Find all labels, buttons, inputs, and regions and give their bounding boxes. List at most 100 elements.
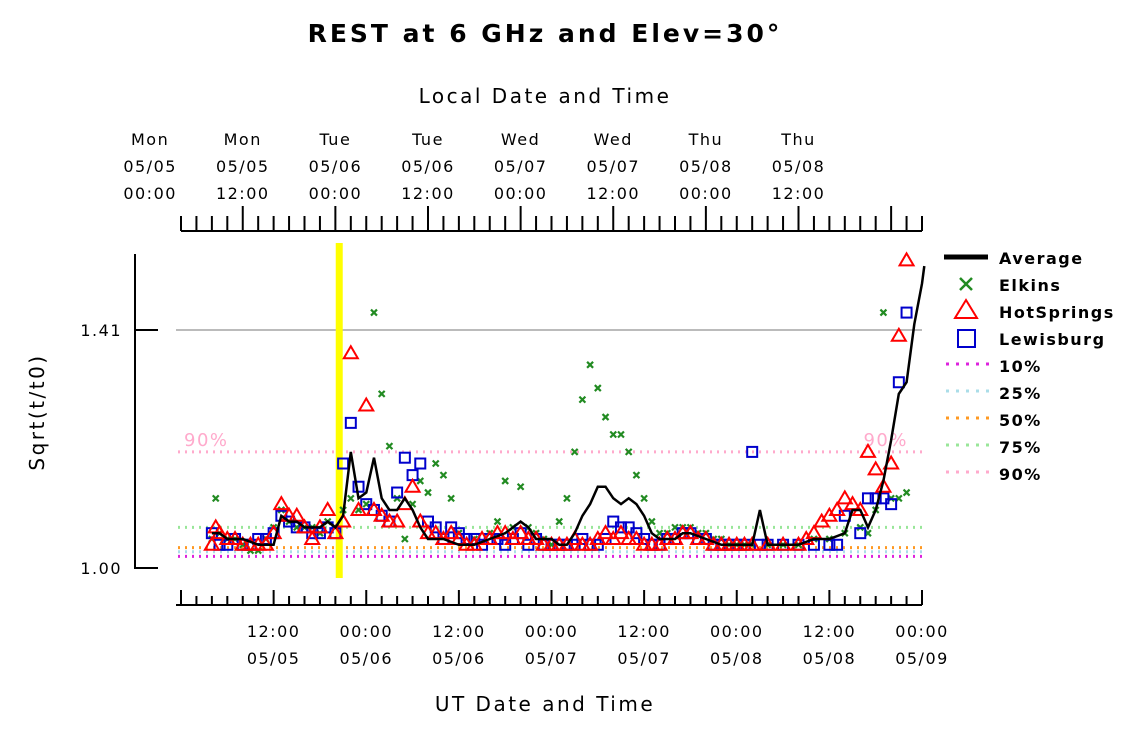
hotsprings-point	[203, 535, 221, 551]
legend-label: Lewisburg	[999, 330, 1106, 349]
y-tick-label: 1.00	[80, 559, 122, 578]
hotsprings-point	[828, 500, 846, 516]
bottom-tick-label: 00:00	[525, 622, 579, 641]
legend-item: 90%	[946, 465, 1040, 484]
elkins-point	[578, 395, 587, 404]
top-tick-label: Thu	[780, 130, 816, 149]
lewisburg-point	[869, 492, 882, 505]
lewisburg-point	[746, 445, 759, 458]
percentile-label: 90%	[863, 430, 908, 451]
legend: Average Elkins HotSprings Lewisburg 10% 25% 50…	[944, 249, 1115, 484]
elkins-point	[632, 471, 641, 479]
lewisburg-point	[614, 521, 627, 534]
hotsprings-point	[511, 524, 530, 540]
legend-label: Elkins	[999, 276, 1061, 295]
elkins-point	[601, 413, 610, 421]
percentile-lines: 90% 90%	[176, 243, 922, 578]
legend-item: Elkins	[959, 276, 1061, 295]
lewisburg-point	[391, 486, 404, 499]
elkins-point	[624, 448, 633, 456]
lewisburg-point	[892, 376, 905, 389]
elkins-point	[431, 459, 440, 468]
legend-label: 25%	[999, 384, 1042, 403]
legend-item: 10%	[946, 357, 1040, 376]
bottom-tick-label: 12:00	[803, 622, 857, 641]
bottom-tick-label: 12:00	[432, 622, 486, 641]
y-tick-label: 1.41	[80, 321, 122, 340]
hotsprings-point	[442, 524, 460, 540]
elkins-point	[555, 517, 563, 526]
hotsprings-point	[318, 500, 337, 516]
legend-item: Average	[944, 249, 1084, 268]
series-hotsprings	[203, 251, 916, 551]
elkins-point	[370, 308, 378, 317]
bottom-tick-label: 05/06	[339, 649, 393, 668]
hotsprings-point	[372, 506, 391, 522]
top-tick-label: Tue	[318, 130, 351, 149]
elkins-point	[447, 494, 455, 503]
bottom-tick-label: 05/08	[710, 649, 764, 668]
hotsprings-point	[836, 489, 854, 505]
hotsprings-point	[897, 251, 916, 267]
average-line	[211, 265, 926, 547]
hotsprings-point	[272, 495, 291, 511]
lewisburg-point	[398, 451, 411, 464]
hotsprings-point	[596, 524, 615, 540]
top-tick-label: Thu	[688, 130, 724, 149]
legend-swatch-x	[959, 277, 973, 291]
bottom-tick-label: 05/08	[803, 649, 857, 668]
hotsprings-point	[342, 344, 360, 360]
top-tick-label: 12:00	[772, 184, 826, 203]
top-tick-label: 05/08	[679, 157, 733, 176]
lewisburg-point	[429, 521, 442, 534]
legend-swatch-triangle	[953, 298, 979, 319]
bottom-tick-label: 12:00	[247, 622, 301, 641]
legend-label: 50%	[999, 411, 1042, 430]
top-tick-label: 05/07	[586, 157, 640, 176]
series-average	[211, 265, 926, 547]
bottom-tick-label: 12:00	[617, 622, 671, 641]
hotsprings-point	[357, 396, 375, 412]
legend-item: 50%	[946, 411, 1042, 430]
hotsprings-point	[326, 524, 345, 540]
elkins-point	[401, 535, 409, 543]
top-tick-label: 05/05	[216, 157, 270, 176]
top-tick-label: 12:00	[401, 184, 455, 203]
series-lewisburg	[205, 306, 913, 551]
top-tick-label: 05/08	[772, 157, 826, 176]
elkins-point	[493, 517, 502, 526]
bottom-tick-label: 00:00	[339, 622, 393, 641]
chart-title: REST at 6 GHz and Elev=30°	[308, 19, 783, 48]
top-tick-label: 00:00	[123, 184, 177, 203]
legend-label: Average	[999, 249, 1084, 268]
legend-item: HotSprings	[953, 298, 1115, 322]
top-tick-label: 00:00	[309, 184, 363, 203]
bottom-tick-label: 05/07	[617, 649, 671, 668]
hotsprings-point	[890, 326, 908, 342]
elkins-point	[586, 361, 594, 369]
hotsprings-point	[303, 529, 321, 545]
lewisburg-point	[900, 306, 913, 319]
elkins-point	[617, 430, 625, 439]
elkins-point	[211, 494, 220, 503]
top-tick-label: 12:00	[586, 184, 640, 203]
top-tick-label: 12:00	[216, 184, 270, 203]
top-tick-label: 05/06	[401, 157, 455, 176]
elkins-point	[902, 488, 911, 497]
elkins-point	[377, 390, 386, 398]
hotsprings-point	[403, 477, 422, 493]
top-tick-label: 05/07	[494, 157, 548, 176]
lewisburg-point	[831, 538, 844, 551]
top-tick-label: Wed	[594, 130, 633, 149]
legend-label: HotSprings	[999, 303, 1115, 322]
elkins-point	[385, 442, 394, 450]
legend-swatch-square	[957, 329, 976, 348]
legend-label: 75%	[999, 438, 1042, 457]
hotsprings-point	[866, 460, 885, 476]
lewisburg-point	[885, 498, 898, 511]
elkins-point	[424, 488, 432, 497]
top-tick-label: 00:00	[679, 184, 733, 203]
top-tick-label: Wed	[501, 130, 540, 149]
hotsprings-point	[612, 524, 630, 540]
